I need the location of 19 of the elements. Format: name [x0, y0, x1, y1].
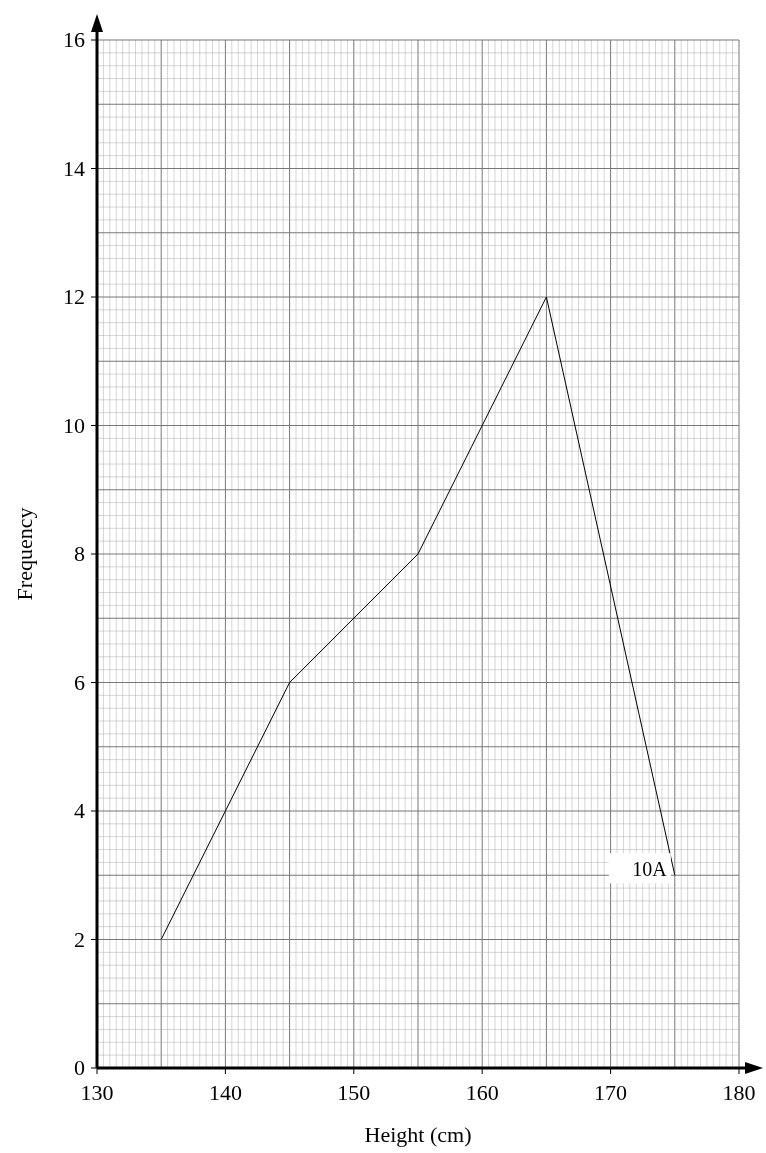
y-tick-label: 6	[74, 669, 85, 695]
y-tick-label: 12	[63, 284, 85, 309]
y-axis-title: Frequency	[12, 507, 37, 601]
x-tick-label: 180	[722, 1080, 756, 1105]
line-series	[160, 296, 676, 940]
x-tick-label: 170	[594, 1080, 628, 1105]
x-tick-label: 150	[337, 1080, 371, 1105]
x-tick-label: 130	[80, 1080, 114, 1105]
y-tick-label: 10	[63, 412, 85, 438]
x-tick-label: 160	[465, 1080, 499, 1105]
y-tick-label: 4	[74, 798, 85, 823]
y-tick-label: 16	[63, 27, 85, 52]
y-tick-label: 0	[74, 1055, 85, 1080]
y-tick-label: 2	[74, 926, 85, 952]
y-tick-label: 8	[74, 541, 85, 566]
x-tick-label: 140	[208, 1080, 242, 1105]
x-axis-title: Height (cm)	[364, 1122, 472, 1147]
y-tick-label: 14	[63, 155, 85, 181]
series-label: 10A	[632, 858, 668, 881]
